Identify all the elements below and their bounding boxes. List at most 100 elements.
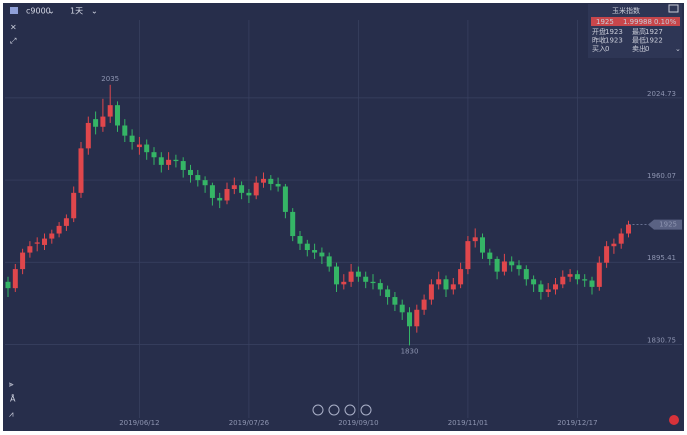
x-tick-label: 2019/09/10 — [338, 419, 378, 427]
panel-bg — [588, 4, 682, 58]
quote-percent: 0.10% — [654, 18, 677, 26]
field-label: 最高 — [632, 27, 646, 36]
candle-body — [414, 309, 420, 327]
candle-body — [545, 289, 551, 292]
candle-body — [12, 269, 18, 289]
expand-button[interactable]: ⤢ — [9, 37, 16, 46]
candle-body — [501, 261, 507, 272]
candle-body — [421, 299, 427, 310]
y-tick-label: 1960.07 — [647, 172, 676, 180]
chart-icon[interactable] — [10, 7, 18, 14]
candle-body — [107, 105, 113, 117]
min-label: 1830 — [401, 347, 419, 355]
candle-body — [136, 144, 142, 148]
candle-body — [290, 211, 296, 237]
candle-body — [494, 258, 500, 272]
candle-body — [202, 180, 208, 186]
field-value: 0 — [645, 45, 649, 53]
panel-toggle[interactable] — [668, 4, 679, 13]
candle-body — [209, 185, 215, 198]
candle-body — [151, 152, 157, 158]
candle-body — [370, 281, 376, 284]
candle-body — [188, 169, 193, 176]
period-dropdown[interactable]: ⌄ — [91, 7, 98, 16]
candle-body — [5, 281, 11, 289]
field-value: 1927 — [645, 28, 663, 36]
logo — [669, 415, 679, 425]
candle-body — [180, 161, 186, 170]
panel-title: 玉米指数 — [612, 6, 640, 15]
y-tick-label: 1830.75 — [647, 336, 676, 344]
field-label: 卖出 — [632, 44, 646, 53]
field-label: 开盘 — [592, 27, 606, 36]
scroll-left[interactable] — [328, 404, 340, 416]
x-tick-label: 2019/06/12 — [119, 419, 159, 427]
candle-body — [20, 252, 26, 270]
scroll-right[interactable] — [344, 404, 356, 416]
field-label: 买入 — [592, 45, 606, 53]
tool-icon[interactable]: Å — [10, 393, 16, 404]
candle-body — [407, 312, 412, 327]
candle-body — [363, 276, 369, 282]
candle-body — [626, 224, 631, 234]
last-price-tag — [648, 219, 682, 230]
candle-body — [261, 178, 266, 183]
candle-body — [596, 262, 602, 287]
nav-buttons — [312, 404, 372, 416]
candle-body — [458, 269, 464, 285]
candle-body — [195, 175, 201, 181]
candle-body — [589, 280, 595, 287]
candle-body — [253, 182, 259, 196]
field-value: 0 — [605, 45, 609, 53]
candle-body — [538, 284, 544, 292]
candle-body — [428, 284, 434, 300]
candle-body — [42, 238, 47, 245]
candle-body — [574, 274, 580, 280]
candle-body — [341, 281, 347, 285]
candle-body — [63, 218, 69, 226]
candle-body — [348, 271, 354, 282]
candle-body — [618, 233, 624, 244]
tool-icon[interactable]: ⩘ — [9, 410, 14, 419]
candle-body — [78, 148, 84, 193]
y-tick-label: 2024.73 — [647, 90, 676, 98]
candle-body — [567, 274, 573, 277]
candle-body — [560, 276, 566, 285]
zoom-out[interactable] — [312, 404, 324, 416]
quote-change: 1.99988 — [623, 18, 652, 26]
candle-body — [56, 225, 62, 234]
y-tick-label: 1895.41 — [647, 254, 676, 262]
symbol-dropdown[interactable]: ⌄ — [48, 7, 55, 16]
candle-body — [334, 266, 339, 285]
field-label: 昨收 — [592, 36, 606, 45]
close-button[interactable]: × — [10, 23, 17, 32]
tool-icon[interactable]: ⫸ — [9, 380, 14, 389]
candle-body — [129, 135, 135, 143]
candle-body — [399, 304, 405, 313]
candle-body — [158, 157, 164, 165]
candle-body — [480, 237, 485, 253]
candle-body — [304, 243, 310, 251]
candle-body — [144, 144, 150, 153]
candle-body — [282, 186, 288, 212]
field-value: 1923 — [605, 37, 623, 45]
candle-body — [319, 252, 325, 257]
candle-body — [450, 284, 456, 290]
symbol[interactable]: c9000 — [26, 7, 51, 16]
candle-body — [472, 237, 478, 242]
candle-body — [166, 159, 172, 165]
field-value: 1922 — [645, 37, 663, 45]
candle-body — [217, 197, 223, 201]
x-tick-label: 2019/12/17 — [557, 419, 597, 427]
last-price-label: 1925 — [659, 221, 677, 229]
candle-body — [312, 250, 318, 253]
candle-body — [231, 185, 237, 190]
candle-body — [516, 265, 522, 270]
candle-body — [34, 242, 40, 244]
candles: 2035 1830 1925 — [5, 75, 682, 355]
period[interactable]: 1天 — [70, 7, 83, 16]
zoom-in[interactable] — [360, 404, 372, 416]
panel-more[interactable]: ⌄ — [675, 45, 681, 53]
candle-body — [122, 125, 128, 136]
